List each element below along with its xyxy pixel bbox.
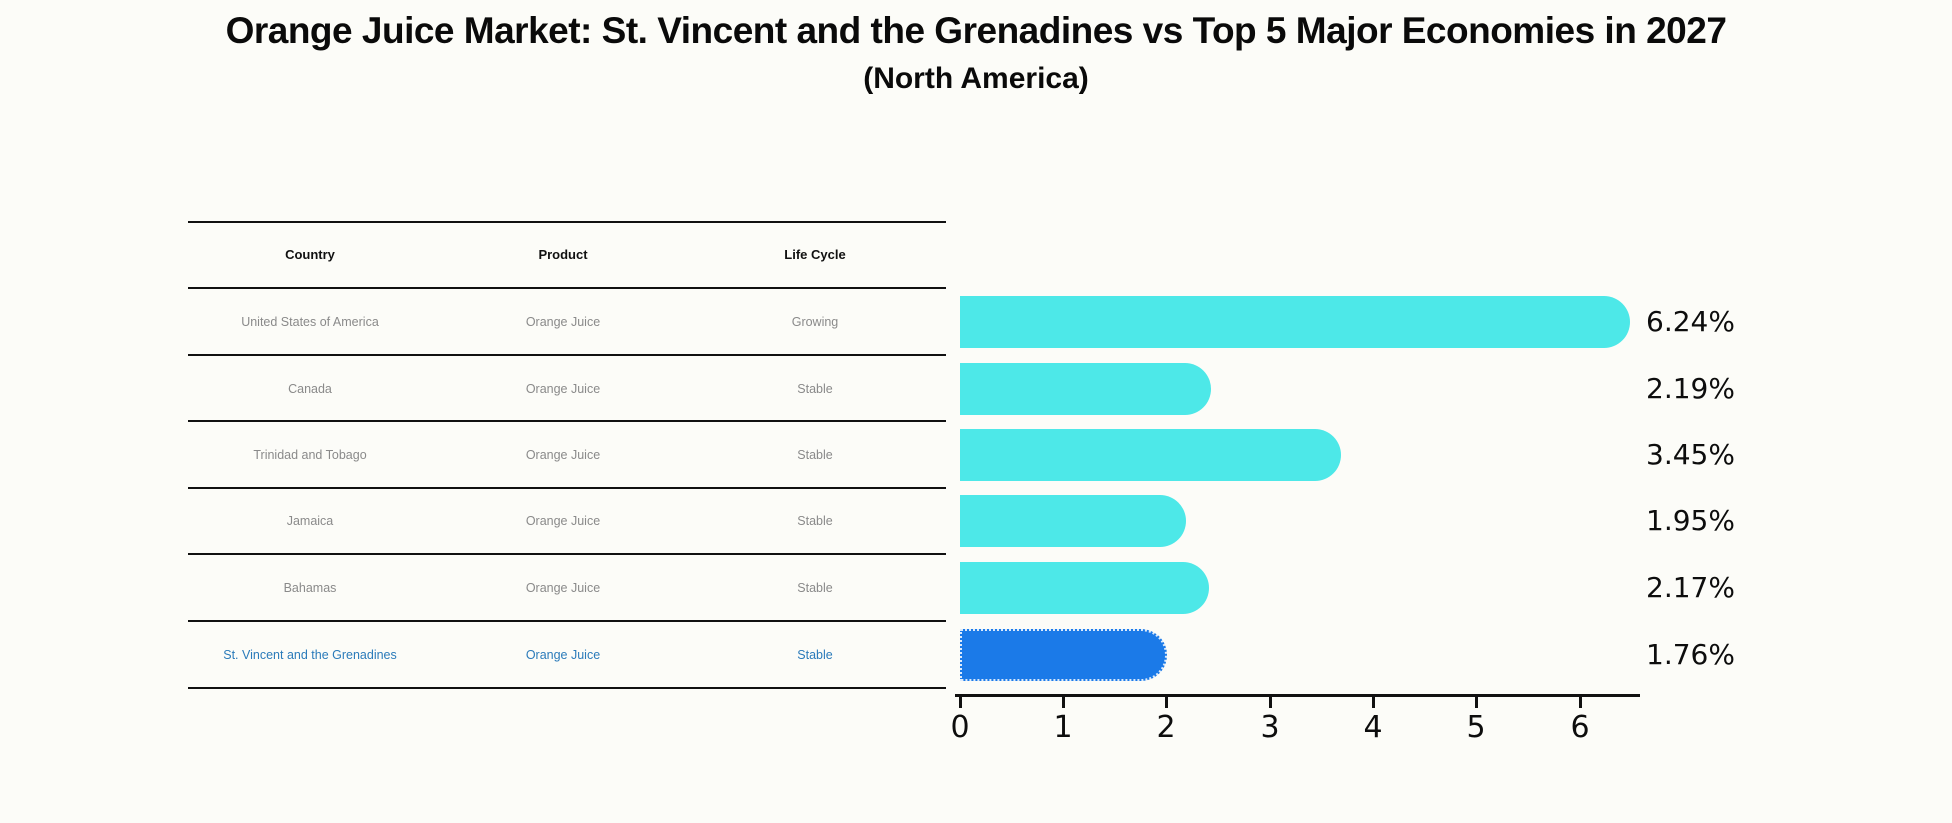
x-axis-tick — [1372, 697, 1375, 708]
column-header-country: Country — [285, 247, 335, 262]
bar-value-label: 2.19% — [1646, 372, 1735, 405]
table-cell-product: Orange Juice — [525, 315, 601, 329]
x-axis-tick — [1165, 697, 1168, 708]
table-row-rule — [188, 487, 946, 489]
table-row-rule — [188, 620, 946, 622]
bar-united-states — [960, 296, 1630, 348]
table-cell-country: United States of America — [241, 315, 379, 329]
table-cell-life-cycle-highlighted: Stable — [797, 648, 833, 662]
x-axis-line — [955, 694, 1640, 697]
x-axis-tick-label: 3 — [1260, 710, 1280, 745]
table-row-rule — [188, 354, 946, 356]
table-row-rule — [188, 553, 946, 555]
x-axis-tick-label: 6 — [1570, 710, 1590, 745]
bar-trinidad-and-tobago — [960, 429, 1341, 481]
bar-bahamas — [960, 562, 1209, 614]
table-cell-country: Trinidad and Tobago — [253, 448, 367, 462]
x-axis-tick — [959, 697, 962, 708]
page-title: Orange Juice Market: St. Vincent and the… — [225, 10, 1727, 51]
table-cell-product-highlighted: Orange Juice — [525, 648, 601, 662]
table-cell-life-cycle: Growing — [791, 315, 839, 329]
x-axis-tick-label: 0 — [950, 710, 970, 745]
bar-value-label: 3.45% — [1646, 438, 1735, 471]
bar-st-vincent-highlighted — [960, 629, 1167, 681]
x-axis-tick-label: 4 — [1363, 710, 1383, 745]
x-axis-tick-label: 5 — [1466, 710, 1486, 745]
table-row-rule — [188, 420, 946, 422]
table-cell-product: Orange Juice — [525, 581, 601, 595]
table-cell-product: Orange Juice — [525, 382, 601, 396]
page-subtitle: (North America) — [863, 62, 1089, 95]
table-cell-country: Bahamas — [283, 581, 337, 595]
x-axis-tick — [1475, 697, 1478, 708]
x-axis-tick — [1269, 697, 1272, 708]
column-header-product: Product — [538, 247, 588, 262]
table-cell-life-cycle: Stable — [797, 448, 833, 462]
table-cell-product: Orange Juice — [525, 448, 601, 462]
table-cell-country: Canada — [288, 382, 332, 396]
bar-value-label: 1.95% — [1646, 504, 1735, 537]
bar-canada — [960, 363, 1211, 415]
table-cell-life-cycle: Stable — [797, 382, 833, 396]
x-axis-tick-label: 2 — [1156, 710, 1176, 745]
table-cell-life-cycle: Stable — [797, 581, 833, 595]
x-axis-tick — [1579, 697, 1582, 708]
x-axis-tick — [1062, 697, 1065, 708]
column-header-life-cycle: Life Cycle — [784, 247, 846, 262]
bar-value-label: 1.76% — [1646, 638, 1735, 671]
table-bottom-rule — [188, 687, 946, 689]
x-axis-tick-label: 1 — [1053, 710, 1073, 745]
bar-value-label: 6.24% — [1646, 305, 1735, 338]
bar-jamaica — [960, 495, 1186, 547]
table-top-rule — [188, 221, 946, 223]
table-header-rule — [188, 287, 946, 289]
bar-value-label: 2.17% — [1646, 571, 1735, 604]
table-cell-life-cycle: Stable — [797, 514, 833, 528]
table-cell-country-highlighted: St. Vincent and the Grenadines — [223, 648, 397, 662]
table-cell-country: Jamaica — [286, 514, 334, 528]
table-cell-product: Orange Juice — [525, 514, 601, 528]
